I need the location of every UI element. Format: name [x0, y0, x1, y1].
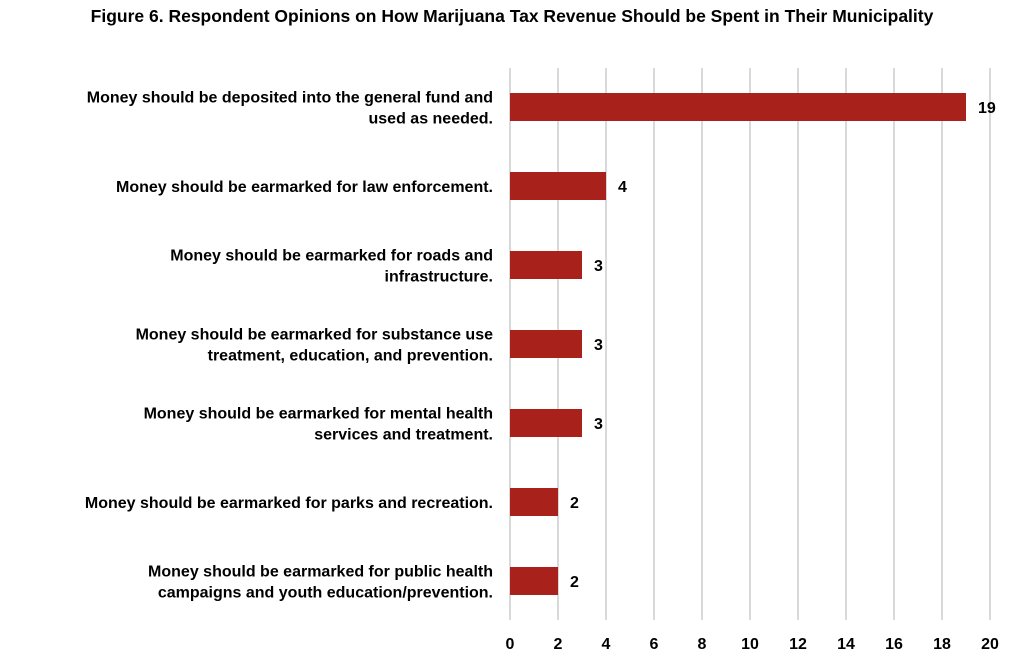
bar: [510, 409, 582, 437]
category-label: Money should be earmarked for substance …: [136, 327, 494, 344]
data-label: 3: [594, 416, 603, 433]
category-label: Money should be deposited into the gener…: [87, 90, 493, 107]
x-tick-label: 0: [506, 636, 515, 653]
x-tick-label: 14: [837, 636, 855, 653]
x-tick-label: 8: [698, 636, 707, 653]
category-label: campaigns and youth education/prevention…: [158, 585, 493, 602]
data-label: 3: [594, 337, 603, 354]
x-tick-label: 6: [650, 636, 659, 653]
category-label: Money should be earmarked for law enforc…: [116, 179, 493, 196]
x-tick-label: 18: [933, 636, 951, 653]
x-tick-label: 4: [602, 636, 611, 653]
x-tick-label: 20: [981, 636, 999, 653]
bar: [510, 567, 558, 595]
category-label: Money should be earmarked for parks and …: [85, 495, 493, 512]
category-label: Money should be earmarked for mental hea…: [144, 406, 493, 423]
chart-title: Figure 6. Respondent Opinions on How Mar…: [90, 6, 934, 26]
category-label: used as needed.: [369, 111, 494, 128]
data-label: 4: [618, 179, 627, 196]
x-tick-label: 16: [885, 636, 903, 653]
x-tick-label: 12: [789, 636, 807, 653]
category-label: treatment, education, and prevention.: [208, 348, 493, 365]
category-label: Money should be earmarked for public hea…: [148, 564, 493, 581]
bar: [510, 172, 606, 200]
data-label: 3: [594, 258, 603, 275]
category-label: Money should be earmarked for roads and: [170, 248, 493, 265]
category-label: infrastructure.: [385, 269, 493, 286]
bar: [510, 93, 966, 121]
x-tick-label: 10: [741, 636, 759, 653]
data-label: 2: [570, 495, 579, 512]
bar: [510, 488, 558, 516]
data-label: 19: [978, 100, 996, 117]
bar: [510, 330, 582, 358]
category-label: services and treatment.: [314, 427, 493, 444]
x-tick-label: 2: [554, 636, 563, 653]
data-label: 2: [570, 574, 579, 591]
bar: [510, 251, 582, 279]
